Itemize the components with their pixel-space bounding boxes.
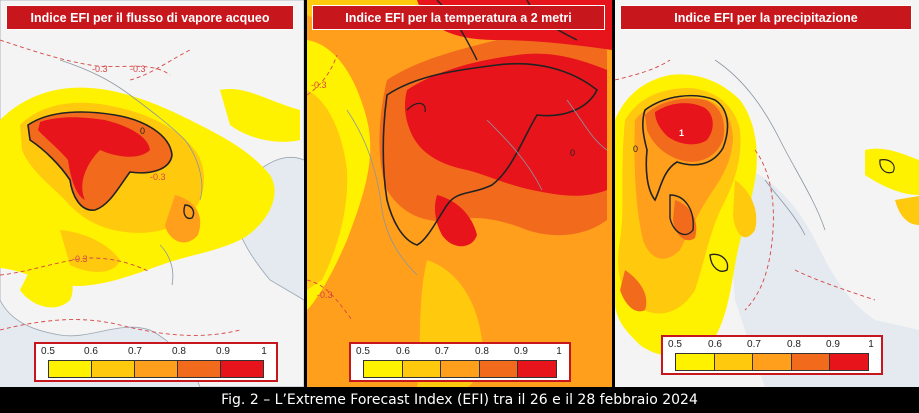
legend-tick: 0.5	[356, 346, 370, 357]
contour-label: 0	[570, 148, 575, 158]
legend-tick: 0.6	[708, 339, 722, 350]
legend-swatch	[714, 354, 754, 370]
legend-tick: 0.5	[41, 346, 55, 357]
efi-map-temperature: -0.3 -0.3 0	[307, 0, 612, 387]
legend-tick: 0.7	[747, 339, 761, 350]
color-legend: 0.5 0.6 0.7 0.8 0.9 1	[34, 342, 278, 382]
legend-tick: 0.7	[128, 346, 142, 357]
legend-tick: 0.8	[172, 346, 186, 357]
legend-tick: 1	[261, 346, 267, 357]
legend-swatch	[753, 354, 792, 370]
contour-label: 0	[140, 126, 145, 136]
map-panel-precipitation: 0 1 Indice EFI per la precipitazione 0.5…	[615, 0, 919, 387]
figure-caption: Fig. 2 – L’Extreme Forecast Index (EFI) …	[221, 392, 698, 408]
legend-swatch	[791, 354, 831, 370]
legend-swatch	[135, 361, 178, 377]
contour-label: 0	[633, 144, 638, 154]
contour-label: -0.3	[150, 172, 166, 182]
contour-label: -0.3	[317, 290, 333, 300]
efi-map-vapor: -0.3 -0.3 -0.3 -0.3 0	[0, 0, 304, 387]
legend-tick: 0.9	[826, 339, 840, 350]
map-panel-temperature: -0.3 -0.3 0 Indice EFI per la temperatur…	[307, 0, 612, 387]
map-panel-vapor: -0.3 -0.3 -0.3 -0.3 0 Indice EFI per il …	[0, 0, 304, 387]
legend-swatch	[518, 361, 556, 377]
contour-label: 1	[679, 128, 684, 138]
legend-tick: 0.8	[475, 346, 489, 357]
legend-tick: 0.9	[514, 346, 528, 357]
legend-swatch	[221, 361, 263, 377]
legend-swatch	[178, 361, 221, 377]
legend-swatch	[402, 361, 442, 377]
legend-swatch	[441, 361, 480, 377]
efi-map-precipitation: 0 1	[615, 0, 919, 387]
legend-tick: 1	[556, 346, 562, 357]
legend-tick: 0.8	[787, 339, 801, 350]
legend-bar	[675, 353, 869, 371]
legend-tick: 0.6	[84, 346, 98, 357]
legend-swatch	[92, 361, 135, 377]
panel-title: Indice EFI per il flusso di vapore acque…	[6, 5, 294, 30]
contour-label: -0.3	[311, 80, 327, 90]
legend-tick: 0.5	[668, 339, 682, 350]
legend-bar	[363, 360, 557, 378]
panel-title: Indice EFI per la temperatura a 2 metri	[312, 5, 605, 30]
legend-bar	[48, 360, 264, 378]
legend-tick: 1	[868, 339, 874, 350]
legend-swatch	[479, 361, 519, 377]
legend-swatch	[49, 361, 92, 377]
color-legend: 0.5 0.6 0.7 0.8 0.9 1	[349, 342, 571, 382]
legend-tick: 0.6	[396, 346, 410, 357]
contour-label: -0.3	[72, 254, 88, 264]
contour-label: -0.3	[130, 64, 146, 74]
legend-swatch	[364, 361, 403, 377]
panel-title: Indice EFI per la precipitazione	[620, 5, 912, 30]
legend-swatch	[676, 354, 715, 370]
legend-tick: 0.9	[216, 346, 230, 357]
contour-label: -0.3	[92, 64, 108, 74]
color-legend: 0.5 0.6 0.7 0.8 0.9 1	[661, 335, 883, 375]
legend-tick: 0.7	[435, 346, 449, 357]
legend-swatch	[830, 354, 868, 370]
